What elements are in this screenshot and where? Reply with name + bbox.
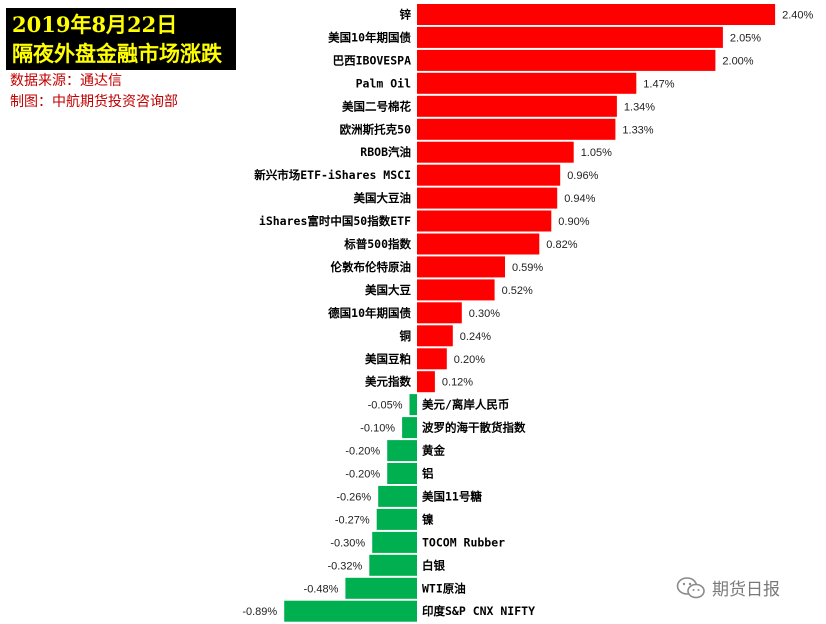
category-label-6: RBOB汽油	[360, 145, 411, 159]
category-label-15: 美国豆粕	[365, 352, 411, 366]
category-label-12: 美国大豆	[365, 283, 411, 297]
value-label-1: 2.05%	[730, 33, 761, 45]
value-label-8: 0.94%	[564, 193, 595, 205]
category-label-3: Palm Oil	[356, 76, 411, 90]
value-label-0: 2.40%	[782, 10, 813, 22]
value-label-26: -0.89%	[242, 606, 277, 618]
bar-22	[376, 508, 417, 530]
category-label-23: TOCOM Rubber	[422, 535, 505, 549]
bar-2	[417, 49, 716, 71]
bar-21	[378, 485, 417, 507]
value-label-21: -0.26%	[336, 491, 371, 503]
category-label-5: 欧洲斯托克50	[340, 122, 411, 136]
value-label-14: 0.24%	[460, 331, 491, 343]
category-label-13: 德国10年期国债	[327, 306, 411, 320]
category-label-26: 印度S&P CNX NIFTY	[422, 604, 535, 618]
bar-3	[417, 72, 637, 94]
value-label-25: -0.48%	[304, 583, 339, 595]
bar-9	[417, 210, 552, 232]
wechat-icon	[676, 576, 705, 598]
category-label-8: 美国大豆油	[354, 191, 412, 205]
value-label-5: 1.33%	[622, 124, 653, 136]
value-label-12: 0.52%	[502, 285, 533, 297]
category-label-21: 美国11号糖	[422, 489, 482, 503]
value-label-22: -0.27%	[335, 514, 370, 526]
bar-24	[369, 554, 417, 576]
category-label-18: 波罗的海干散货指数	[422, 421, 526, 435]
category-label-25: WTI原油	[422, 581, 466, 595]
bar-26	[284, 600, 417, 622]
bar-10	[417, 233, 540, 255]
value-label-20: -0.20%	[345, 469, 380, 481]
category-label-24: 白银	[422, 558, 445, 572]
bar-18	[402, 417, 417, 439]
watermark-text: 期货日报	[712, 580, 780, 600]
value-label-3: 1.47%	[643, 78, 674, 90]
category-label-11: 伦敦布伦特原油	[331, 260, 412, 274]
chart-title: 2019年8月22日 隔夜外盘金融市场涨跌	[6, 8, 236, 70]
value-label-23: -0.30%	[330, 537, 365, 549]
value-label-17: -0.05%	[368, 400, 403, 412]
bar-13	[417, 302, 462, 324]
value-labels-group: 2.40% 2.05% 2.00% 1.47% 1.34% 1.33% 1.05% 0.96%…	[242, 10, 813, 619]
bar-8	[417, 187, 558, 209]
value-label-6: 1.05%	[581, 147, 612, 159]
category-label-1: 美国10年期国债	[328, 31, 411, 45]
data-source-note: 数据来源：通达信	[10, 73, 122, 89]
category-label-0: 锌	[400, 8, 412, 22]
value-label-18: -0.10%	[360, 423, 395, 435]
category-label-17: 美元/离岸人民币	[422, 398, 509, 412]
category-label-19: 黄金	[422, 444, 445, 458]
category-label-22: 镍	[422, 512, 434, 526]
category-label-7: 新兴市场ETF-iShares MSCI	[254, 168, 411, 182]
bar-0	[417, 4, 776, 25]
value-label-15: 0.20%	[454, 354, 485, 366]
bar-17	[409, 394, 417, 416]
watermark: 期货日报	[676, 575, 780, 600]
bar-16	[417, 371, 435, 393]
category-label-4: 美国二号棉花	[342, 99, 411, 113]
bar-1	[417, 26, 723, 48]
bar-7	[417, 164, 561, 186]
value-label-7: 0.96%	[567, 170, 598, 182]
bars-group	[284, 4, 776, 622]
category-label-20: 铝	[422, 467, 434, 481]
bar-19	[387, 440, 417, 462]
category-label-10: 标普500指数	[343, 237, 411, 251]
value-label-24: -0.32%	[327, 560, 362, 572]
category-label-16: 美元指数	[365, 375, 411, 389]
bar-12	[417, 279, 495, 301]
bar-14	[417, 325, 453, 347]
category-label-2: 巴西IBOVESPA	[333, 53, 411, 67]
value-label-13: 0.30%	[469, 308, 500, 320]
bar-25	[345, 577, 417, 599]
bar-20	[387, 463, 417, 484]
category-label-14: 铜	[399, 329, 412, 343]
value-label-9: 0.90%	[558, 216, 589, 228]
value-label-16: 0.12%	[442, 377, 473, 389]
value-label-19: -0.20%	[345, 446, 380, 458]
value-label-4: 1.34%	[624, 101, 655, 113]
title-text: 隔夜外盘金融市场涨跌	[12, 41, 222, 66]
bar-15	[417, 348, 447, 370]
category-label-9: iShares富时中国50指数ETF	[259, 214, 411, 228]
bar-23	[372, 531, 417, 553]
value-label-2: 2.00%	[722, 55, 753, 67]
value-label-10: 0.82%	[546, 239, 577, 251]
bar-11	[417, 256, 505, 278]
title-date: 2019年8月22日	[12, 12, 178, 37]
bar-5	[417, 118, 616, 140]
bar-6	[417, 141, 574, 163]
bar-4	[417, 95, 617, 117]
author-note: 制图：中航期货投资咨询部	[10, 94, 178, 110]
value-label-11: 0.59%	[512, 262, 543, 274]
